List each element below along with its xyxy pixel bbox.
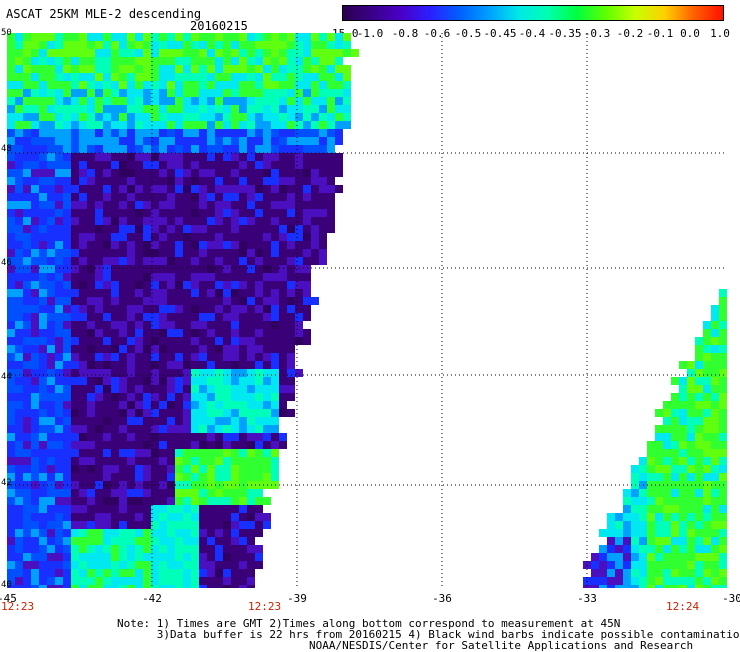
colorbar-label: 1.0 <box>710 27 730 40</box>
latitude-tick-label: 48 <box>1 144 12 154</box>
colorbar <box>342 5 724 21</box>
map-title: ASCAT 25KM MLE-2 descending <box>6 7 202 21</box>
colorbar-label: 0.0 <box>680 27 700 40</box>
time-label-middle: 12:23 <box>248 600 282 613</box>
colorbar-label: -1.0 <box>356 27 384 40</box>
longitude-tick-label: -30 <box>722 592 740 605</box>
lat-lon-grid <box>7 33 727 588</box>
colorbar-label: -0.6 <box>423 27 451 40</box>
swath-cells <box>7 33 727 588</box>
colorbar-label: -0.5 <box>454 27 482 40</box>
latitude-tick-label: 42 <box>1 478 12 488</box>
longitude-tick-label: -36 <box>432 592 452 605</box>
colorbar-label: -0.1 <box>646 27 674 40</box>
colorbar-label: -0.3 <box>583 27 611 40</box>
note-line-3: NOAA/NESDIS/Center for Satellite Applica… <box>117 639 694 652</box>
colorbar-label: -0.4 <box>518 27 546 40</box>
latitude-tick-label: 46 <box>1 258 12 268</box>
time-label-left: 12:23 <box>1 600 35 613</box>
colorbar-label: -0.45 <box>483 27 517 40</box>
colorbar-label: -0.35 <box>548 27 582 40</box>
colorbar-label: -0.8 <box>391 27 419 40</box>
colorbar-label: -0.2 <box>616 27 644 40</box>
time-label-right: 12:24 <box>666 600 700 613</box>
latitude-tick-label: 50 <box>1 28 12 38</box>
longitude-tick-label: -33 <box>577 592 597 605</box>
map-date: 20160215 <box>190 19 248 33</box>
longitude-tick-label: -39 <box>287 592 307 605</box>
swath-map <box>7 33 727 588</box>
note-line-1: Note: 1) Times are GMT 2)Times along bot… <box>117 617 621 630</box>
longitude-tick-label: -45 <box>0 592 17 605</box>
note-line-2: 3)Data buffer is 22 hrs from 20160215 4)… <box>117 628 740 641</box>
longitude-tick-label: -42 <box>142 592 162 605</box>
latitude-tick-label: 40 <box>1 580 12 590</box>
latitude-tick-label: 44 <box>1 372 12 382</box>
